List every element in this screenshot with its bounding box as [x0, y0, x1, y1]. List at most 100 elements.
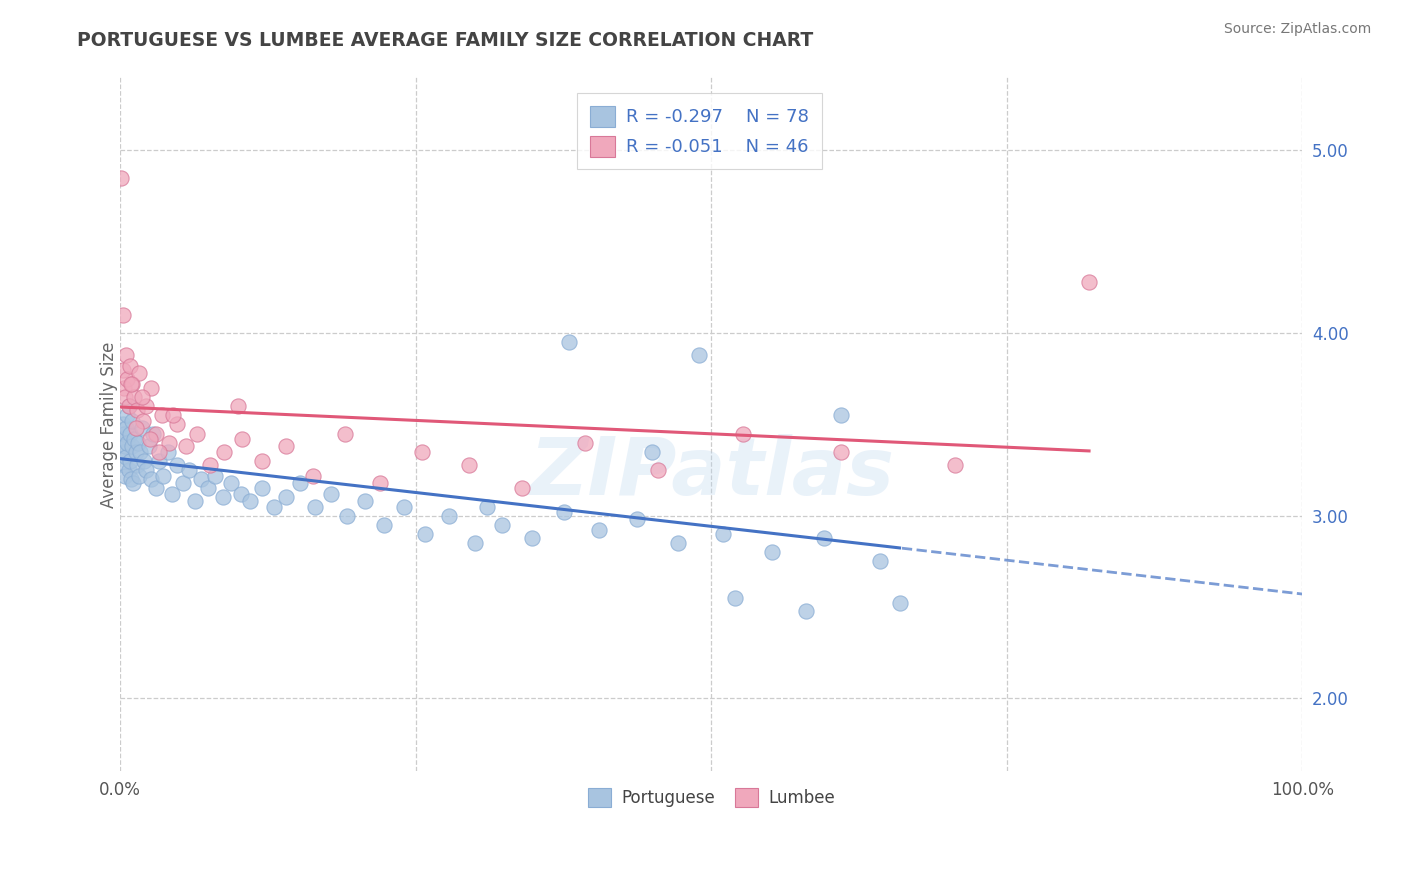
Point — [127, 435, 149, 450]
Point — [172, 475, 194, 490]
Point — [166, 458, 188, 472]
Point — [132, 454, 155, 468]
Point — [166, 417, 188, 432]
Point — [190, 472, 212, 486]
Point — [475, 500, 498, 514]
Point — [114, 390, 136, 404]
Point — [118, 359, 141, 373]
Point — [118, 454, 141, 468]
Point — [368, 475, 391, 490]
Point — [464, 536, 486, 550]
Point — [112, 458, 135, 472]
Point — [413, 527, 436, 541]
Point — [148, 454, 170, 468]
Point — [124, 390, 146, 404]
Point — [139, 432, 162, 446]
Point — [117, 399, 139, 413]
Point — [115, 450, 138, 465]
Point — [336, 508, 359, 523]
Point — [135, 399, 157, 413]
Point — [145, 481, 167, 495]
Point — [148, 445, 170, 459]
Point — [142, 426, 165, 441]
Point — [138, 439, 160, 453]
Point — [125, 402, 148, 417]
Point — [114, 439, 136, 453]
Point — [132, 414, 155, 428]
Point — [392, 500, 415, 514]
Text: PORTUGUESE VS LUMBEE AVERAGE FAMILY SIZE CORRELATION CHART: PORTUGUESE VS LUMBEE AVERAGE FAMILY SIZE… — [77, 31, 814, 50]
Point — [1078, 275, 1101, 289]
Point — [458, 458, 481, 472]
Point — [145, 426, 167, 441]
Point — [204, 468, 226, 483]
Point — [558, 335, 581, 350]
Point — [274, 491, 297, 505]
Point — [641, 445, 664, 459]
Point — [150, 409, 173, 423]
Point — [221, 475, 243, 490]
Point — [666, 536, 689, 550]
Y-axis label: Average Family Size: Average Family Size — [100, 342, 118, 508]
Point — [152, 468, 174, 483]
Point — [110, 432, 132, 446]
Point — [830, 409, 852, 423]
Point — [111, 417, 134, 432]
Point — [794, 604, 817, 618]
Point — [111, 362, 134, 376]
Point — [214, 445, 236, 459]
Point — [129, 445, 152, 459]
Point — [125, 458, 148, 472]
Point — [889, 596, 911, 610]
Point — [228, 399, 250, 413]
Point — [115, 348, 138, 362]
Legend: Portuguese, Lumbee: Portuguese, Lumbee — [579, 780, 844, 815]
Point — [250, 481, 273, 495]
Point — [124, 445, 146, 459]
Point — [647, 463, 669, 477]
Point — [510, 481, 533, 495]
Point — [115, 421, 138, 435]
Point — [302, 468, 325, 483]
Point — [117, 463, 139, 477]
Point — [319, 487, 342, 501]
Point — [553, 505, 575, 519]
Text: ZIPatlas: ZIPatlas — [529, 434, 894, 512]
Point — [112, 381, 135, 395]
Point — [111, 308, 134, 322]
Point — [263, 500, 285, 514]
Point — [869, 554, 891, 568]
Point — [139, 472, 162, 486]
Point — [943, 458, 966, 472]
Point — [186, 426, 208, 441]
Point — [139, 381, 162, 395]
Point — [110, 170, 132, 185]
Point — [830, 445, 852, 459]
Point — [156, 445, 179, 459]
Point — [128, 468, 150, 483]
Point — [588, 524, 610, 538]
Point — [724, 591, 747, 605]
Point — [250, 454, 273, 468]
Point — [135, 463, 157, 477]
Point — [354, 494, 377, 508]
Point — [437, 508, 460, 523]
Point — [574, 435, 596, 450]
Point — [121, 377, 143, 392]
Point — [120, 377, 142, 392]
Point — [162, 409, 184, 423]
Point — [197, 481, 219, 495]
Point — [198, 458, 221, 472]
Point — [131, 421, 153, 435]
Point — [212, 491, 235, 505]
Point — [626, 512, 648, 526]
Point — [304, 500, 326, 514]
Point — [333, 426, 356, 441]
Point — [117, 399, 139, 413]
Point — [114, 468, 136, 483]
Point — [688, 348, 710, 362]
Point — [177, 463, 200, 477]
Point — [373, 517, 395, 532]
Point — [491, 517, 513, 532]
Point — [157, 435, 180, 450]
